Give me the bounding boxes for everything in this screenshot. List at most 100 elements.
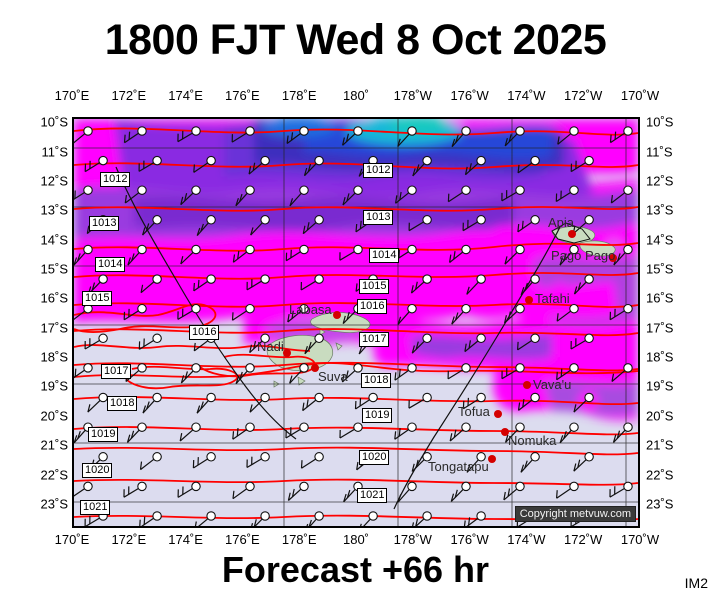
wind-barb [447,185,471,203]
lon-tick-label: 178˚W [393,88,432,103]
wind-barb [610,185,633,204]
wind-barb [520,452,540,473]
wind-barb [464,333,486,353]
wind-barb [289,185,309,207]
wind-barb [123,481,147,498]
city-label: Tongatapu [428,459,489,474]
wind-barb [612,422,633,443]
wind-barb [250,215,270,236]
wind-barb [138,155,162,172]
city-dot [525,296,533,304]
lat-tick-label: 20˚S [40,408,68,424]
wind-barb [246,452,270,469]
city-dot [609,254,617,262]
lon-tick-label: 176˚E [225,88,260,103]
page-title: 1800 FJT Wed 8 Oct 2025 [104,16,607,64]
wind-barb [462,392,486,410]
isobar-value-label: 1016 [357,299,388,314]
city-label: Suva [318,369,348,384]
wind-barb [570,333,594,350]
city-dot [333,311,341,319]
isobar-value-label: 1019 [88,427,119,442]
wind-barb [193,155,216,173]
wind-barb [517,392,540,411]
wind-barb [559,244,579,266]
lon-tick-label: 174˚E [168,532,203,547]
wind-barb [501,363,525,380]
city-label: Nadi [257,339,284,354]
wind-barb [412,511,432,526]
wind-barb [504,244,525,265]
isobar-value-label: 1016 [189,325,220,340]
wind-barb [232,422,255,440]
isobar-value-label: 1014 [95,257,126,272]
wind-barb [303,155,324,177]
lat-tick-label: 12˚S [646,173,674,189]
wind-barb [557,126,579,145]
wind-barb [573,274,594,295]
wind-barb [235,185,255,207]
precipitation-shading [74,119,638,421]
wind-barb [462,215,486,232]
lat-tick-label: 10˚S [646,114,674,130]
wind-barb [231,303,255,321]
wind-barb [504,126,525,147]
isobar-value-label: 1015 [359,279,390,294]
wind-barb [289,363,309,384]
lat-tick-label: 23˚S [646,496,674,512]
isobar-value-label: 1020 [82,463,113,478]
isobar-value-label: 1012 [100,172,131,187]
wind-barb [466,452,486,473]
wind-barb [74,363,93,379]
wind-barb [408,215,432,232]
lon-tick-label: 178˚E [281,88,317,103]
map-graphics [74,119,638,526]
lon-tick-label: 170˚W [620,88,660,103]
lon-tick-label: 170˚E [54,532,90,547]
wind-barb [411,452,432,472]
lat-tick-label: 18˚S [646,349,674,365]
city-dot [488,455,496,463]
wind-barb [74,185,93,200]
wind-barb [609,481,633,498]
wind-barb [193,274,216,292]
wind-barb [342,126,363,146]
wind-barb [177,303,201,320]
city-label: Apia [548,215,575,230]
wind-barb [235,363,255,385]
wind-barb [556,363,579,381]
wind-barb [231,126,255,143]
lat-tick-label: 13˚S [646,202,674,218]
latitude-axis-right: 10˚S 11˚S 12˚S 13˚S 14˚S 15˚S 16˚S 17˚S 18˚S 19˚S… [646,114,696,528]
wind-barb [248,155,270,175]
city-label: Labasa [289,302,332,317]
wind-barb [573,452,594,472]
wind-barb [286,126,309,144]
wind-barb [123,303,147,321]
lat-tick-label: 11˚S [41,144,69,160]
wind-barb [249,333,270,354]
wind-barb [559,422,579,444]
longitude-axis-top: 170˚E 172˚E 174˚E 176˚E 178˚E 180˚ 178˚W 176˚W 1… [55,88,660,104]
wind-barb [87,392,108,413]
wind-barb [411,333,432,354]
lat-tick-label: 22˚S [646,467,674,483]
wind-barb [397,126,417,147]
wind-barb [285,244,309,262]
city-dot [568,230,576,238]
wind-barb [410,274,432,294]
wind-barb [287,481,309,501]
city-label: Tofua [458,404,490,419]
wind-barb [450,481,471,502]
wind-barb [124,185,147,204]
wind-barb [556,481,579,499]
lon-tick-label: 172˚W [564,88,603,103]
wind-barb [180,363,201,384]
isobar-value-label: 1018 [107,396,138,411]
lon-tick-label: 172˚E [111,532,147,547]
forecast-map[interactable]: 1012 1013 1014 1015 1016 1017 1018 1019 1020 1021… [72,117,640,528]
wind-barb [192,452,216,469]
copyright-notice: Copyright metvuw.com [514,506,636,522]
wind-barb [359,511,378,526]
isobar-value-label: 1021 [80,500,111,515]
